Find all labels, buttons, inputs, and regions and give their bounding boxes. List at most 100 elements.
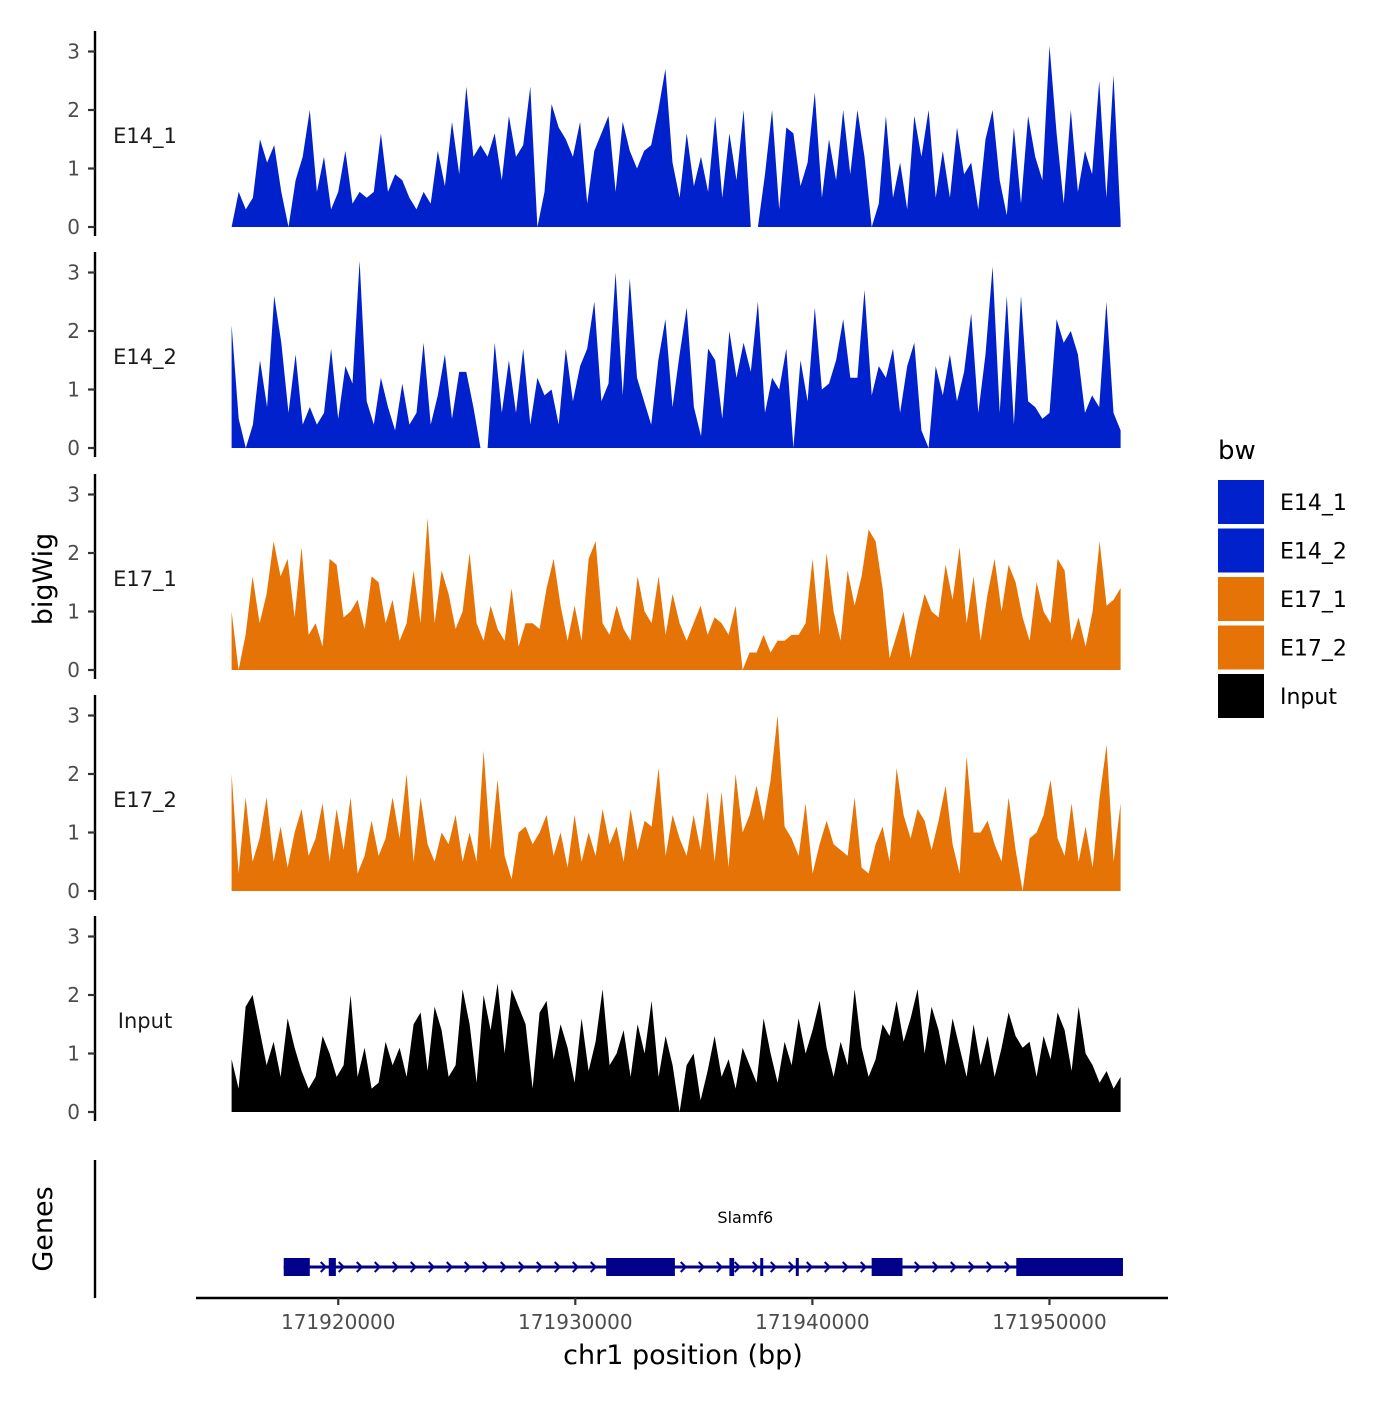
- coverage-area-E17_2: [231, 715, 1121, 891]
- y-tick-label: 1: [67, 157, 80, 181]
- x-axis-title: chr1 position (bp): [563, 1340, 803, 1371]
- strand-arrow: [338, 1261, 346, 1273]
- gene-exon: [795, 1258, 799, 1276]
- strand-arrow: [374, 1261, 382, 1273]
- strand-arrow: [698, 1261, 706, 1273]
- coverage-area-E14_2: [231, 260, 1121, 448]
- legend-label-E17_2: E17_2: [1280, 637, 1347, 662]
- y-tick-label: 2: [67, 541, 80, 565]
- y-axis-title: bigWig: [28, 533, 59, 626]
- legend: bw E14_1 E14_2 E17_1 E17_2 Input: [1218, 436, 1347, 718]
- gene-exon: [606, 1258, 675, 1276]
- x-tick-label: 171950000: [992, 1310, 1107, 1334]
- strand-arrow: [824, 1261, 832, 1273]
- track-label: E17_2: [113, 788, 177, 813]
- y-tick-label: 1: [67, 821, 80, 845]
- y-tick-label: 3: [67, 483, 80, 507]
- strand-arrow: [464, 1261, 472, 1273]
- strand-arrow: [410, 1261, 418, 1273]
- strand-arrow: [482, 1261, 490, 1273]
- coverage-area-E17_1: [231, 517, 1121, 670]
- track-E14_2: 0 1 2 3 E14_2: [67, 252, 1121, 460]
- strand-arrow: [500, 1261, 508, 1273]
- gene-exon: [729, 1258, 735, 1276]
- strand-arrow: [536, 1261, 544, 1273]
- strand-arrow: [680, 1261, 688, 1273]
- strand-arrow: [554, 1261, 562, 1273]
- gene-exon: [328, 1258, 336, 1276]
- legend-label-E14_2: E14_2: [1280, 540, 1347, 565]
- strand-arrow: [320, 1261, 328, 1273]
- track-E17_1: 0 1 2 3 E17_1: [67, 474, 1121, 682]
- gene-exon: [283, 1258, 310, 1276]
- y-tick-label: 3: [67, 261, 80, 285]
- x-tick-label: 171930000: [518, 1310, 633, 1334]
- y-tick-label: 2: [67, 983, 80, 1007]
- strand-arrow: [356, 1261, 364, 1273]
- strand-arrow: [770, 1261, 778, 1273]
- gene-name-label: Slamf6: [717, 1208, 773, 1227]
- y-tick-label: 1: [67, 378, 80, 402]
- x-tick-label: 171940000: [755, 1310, 870, 1334]
- strand-arrow: [446, 1261, 454, 1273]
- legend-label-Input: Input: [1280, 685, 1337, 710]
- legend-swatch-E17_1: [1218, 577, 1264, 621]
- y-tick-label: 1: [67, 600, 80, 624]
- legend-swatch-Input: [1218, 674, 1264, 718]
- strand-arrow: [590, 1261, 598, 1273]
- strand-arrow: [860, 1261, 868, 1273]
- legend-label-E17_1: E17_1: [1280, 588, 1347, 613]
- legend-label-E14_1: E14_1: [1280, 491, 1347, 516]
- y-tick-label: 1: [67, 1042, 80, 1066]
- track-panels: 0 1 2 3 E14_1 0 1 2 3 E14_2 0 1 2 3 E17_1 0 1 2 3 E17_2 0 1 2 3…: [67, 31, 1121, 1124]
- legend-swatch-E14_1: [1218, 480, 1264, 524]
- track-label: E14_1: [113, 124, 177, 149]
- strand-arrow: [932, 1261, 940, 1273]
- y-tick-label: 2: [67, 319, 80, 343]
- strand-arrow: [734, 1261, 742, 1273]
- y-tick-label: 0: [67, 215, 80, 239]
- coverage-area-Input: [231, 983, 1121, 1112]
- legend-swatch-E14_2: [1218, 528, 1264, 573]
- track-label: E17_1: [113, 567, 177, 592]
- x-tick-label: 171920000: [281, 1310, 396, 1334]
- strand-arrow: [1004, 1261, 1012, 1273]
- coverage-area-E14_1: [231, 45, 1121, 228]
- strand-arrow: [392, 1261, 400, 1273]
- y-tick-label: 2: [67, 762, 80, 786]
- gene-exon: [1016, 1258, 1123, 1276]
- gene-exon: [760, 1258, 764, 1276]
- legend-title: bw: [1218, 436, 1256, 466]
- y-tick-label: 3: [67, 925, 80, 949]
- y-tick-label: 3: [67, 40, 80, 64]
- strand-arrow: [752, 1261, 760, 1273]
- track-E17_2: 0 1 2 3 E17_2: [67, 695, 1121, 903]
- track-label: E14_2: [113, 345, 177, 370]
- strand-arrow: [572, 1261, 580, 1273]
- genes-panel-title: Genes: [28, 1186, 59, 1271]
- track-label: Input: [118, 1009, 172, 1033]
- strand-arrow: [518, 1261, 526, 1273]
- gene-exon: [871, 1258, 903, 1276]
- track-Input: 0 1 2 3 Input: [67, 916, 1121, 1124]
- y-tick-label: 3: [67, 704, 80, 728]
- y-tick-label: 0: [67, 658, 80, 682]
- y-tick-label: 0: [67, 436, 80, 460]
- x-axis: 171920000 171930000 171940000 171950000: [196, 1296, 1168, 1334]
- strand-arrow: [842, 1261, 850, 1273]
- genes-panel: Slamf6: [93, 1160, 1123, 1298]
- strand-arrow: [428, 1261, 436, 1273]
- strand-arrow: [716, 1261, 724, 1273]
- strand-arrow: [986, 1261, 994, 1273]
- track-E14_1: 0 1 2 3 E14_1: [67, 31, 1121, 239]
- strand-arrow: [788, 1261, 796, 1273]
- strand-arrow: [968, 1261, 976, 1273]
- strand-arrow: [950, 1261, 958, 1273]
- strand-arrow: [914, 1261, 922, 1273]
- legend-swatch-E17_2: [1218, 625, 1264, 670]
- y-tick-label: 0: [67, 1100, 80, 1124]
- y-tick-label: 0: [67, 879, 80, 903]
- strand-arrow: [806, 1261, 814, 1273]
